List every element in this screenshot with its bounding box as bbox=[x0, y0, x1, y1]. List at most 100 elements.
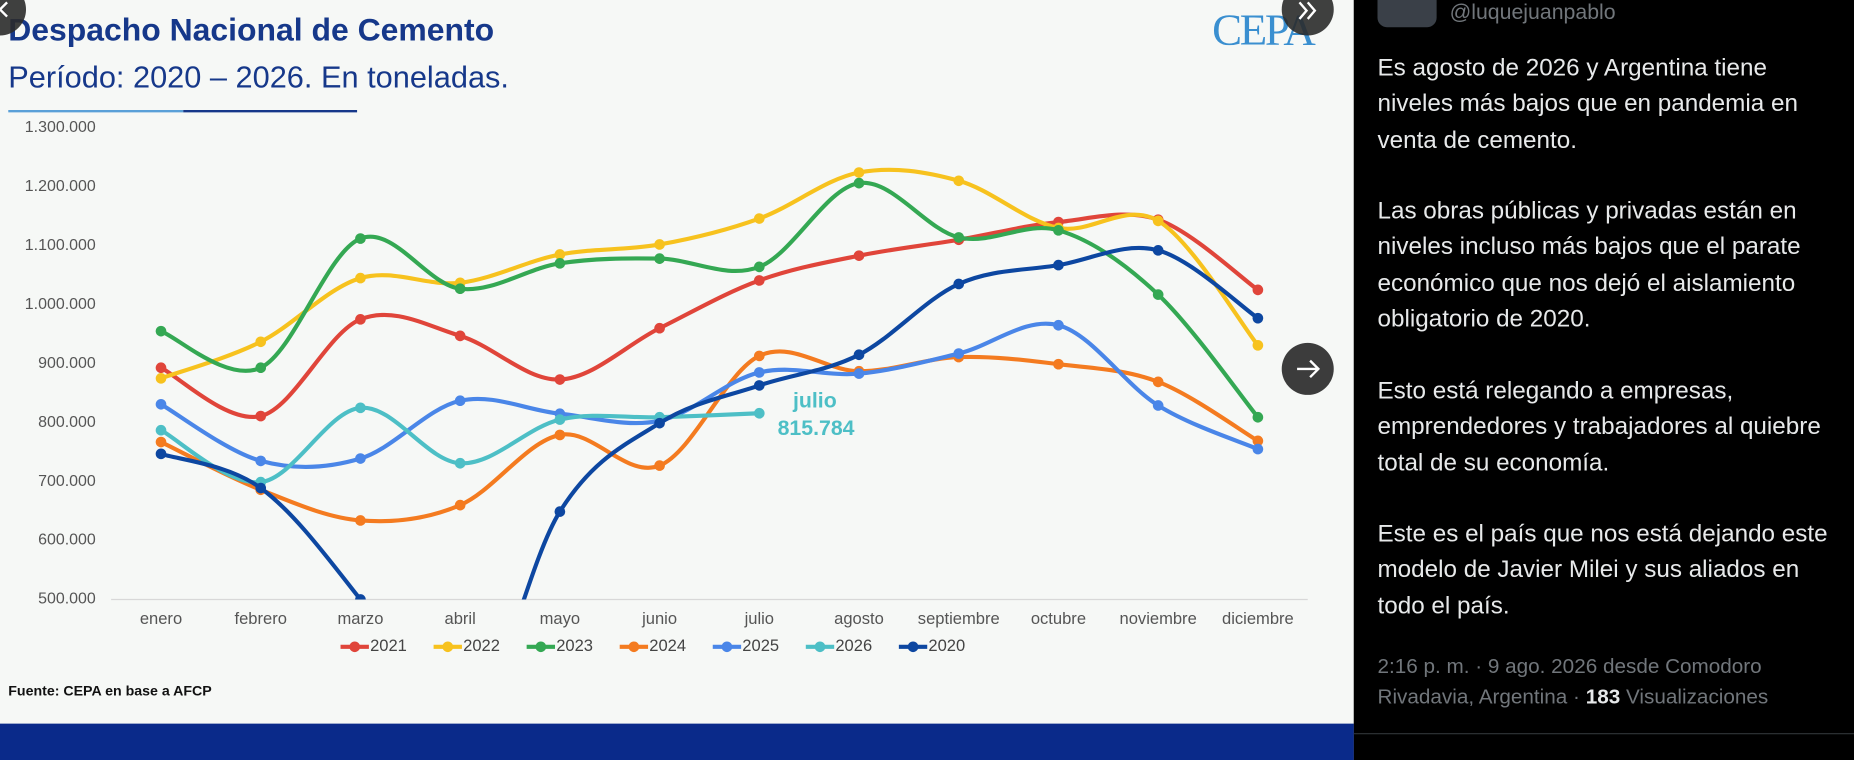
data-point bbox=[355, 402, 366, 414]
y-tick-label: 1.100.000 bbox=[25, 237, 96, 254]
data-point bbox=[554, 258, 566, 269]
data-point bbox=[255, 336, 267, 348]
data-point bbox=[255, 455, 267, 467]
data-point bbox=[654, 253, 665, 264]
data-point bbox=[454, 457, 466, 469]
data-point bbox=[654, 417, 665, 429]
data-point bbox=[355, 314, 366, 325]
y-tick-label: 600.000 bbox=[38, 532, 96, 549]
data-point bbox=[1053, 319, 1064, 331]
legend-marker bbox=[628, 641, 640, 653]
data-point bbox=[554, 429, 566, 441]
data-point bbox=[155, 424, 167, 436]
data-point bbox=[1252, 435, 1264, 447]
data-point bbox=[1152, 215, 1164, 227]
tweet-paragraph: Es agosto de 2026 y Argentina tiene nive… bbox=[1377, 54, 1798, 154]
series-line bbox=[158, 180, 1260, 420]
data-point bbox=[155, 325, 167, 337]
x-tick-label: abril bbox=[445, 609, 476, 628]
data-point bbox=[1152, 245, 1164, 256]
legend-marker bbox=[442, 641, 454, 653]
data-point bbox=[953, 232, 965, 243]
data-point bbox=[753, 213, 765, 224]
views-label: Visualizaciones bbox=[1626, 684, 1769, 709]
data-point bbox=[454, 283, 466, 295]
y-tick-label: 700.000 bbox=[38, 473, 96, 490]
x-tick-label: julio bbox=[744, 609, 774, 628]
x-tick-label: marzo bbox=[337, 609, 383, 628]
data-point bbox=[953, 175, 965, 187]
plot-area bbox=[155, 167, 1264, 600]
x-tick-label: junio bbox=[641, 609, 677, 628]
legend-marker bbox=[907, 641, 919, 653]
data-point bbox=[355, 233, 366, 244]
data-point bbox=[753, 367, 765, 378]
data-point bbox=[1053, 259, 1064, 271]
y-tick-label: 900.000 bbox=[38, 355, 96, 372]
data-point bbox=[853, 167, 865, 178]
data-point bbox=[953, 348, 965, 359]
x-tick-label: mayo bbox=[540, 609, 580, 628]
data-point bbox=[1053, 224, 1064, 236]
data-point bbox=[155, 362, 167, 374]
series-line bbox=[158, 349, 1260, 524]
data-point bbox=[953, 278, 965, 290]
data-point bbox=[255, 482, 267, 494]
chart-subtitle: Período: 2020 – 2026. En toneladas. bbox=[8, 59, 509, 94]
data-point bbox=[1152, 376, 1164, 388]
footer-bar bbox=[0, 723, 1354, 760]
data-point bbox=[853, 349, 865, 361]
data-point bbox=[155, 436, 167, 448]
tweet-meta: 2:16 p. m. · 9 ago. 2026 desde Comodoro … bbox=[1377, 650, 1826, 711]
legend-marker bbox=[814, 641, 826, 653]
data-point bbox=[454, 499, 466, 511]
legend-label: 2025 bbox=[742, 636, 779, 655]
data-point bbox=[853, 250, 865, 261]
data-point bbox=[355, 453, 366, 464]
x-tick-label: noviembre bbox=[1120, 609, 1197, 628]
avatar[interactable] bbox=[1377, 0, 1437, 28]
legend-label: 2023 bbox=[556, 636, 593, 655]
y-tick-label: 1.300.000 bbox=[25, 119, 96, 136]
data-point bbox=[1252, 443, 1264, 455]
x-tick-label: agosto bbox=[834, 609, 884, 628]
data-point bbox=[853, 177, 865, 189]
data-point bbox=[1252, 411, 1264, 423]
data-point bbox=[753, 261, 765, 273]
source: Fuente: CEPA en base a AFCP bbox=[8, 683, 211, 699]
data-point bbox=[355, 272, 366, 284]
tweet-paragraph: Esto está relegando a empresas, emprende… bbox=[1377, 377, 1821, 477]
divider bbox=[1353, 733, 1854, 735]
x-tick-label: febrero bbox=[235, 609, 287, 628]
tweet-paragraph: Este es el país que nos está dejando est… bbox=[1377, 520, 1828, 620]
timestamp[interactable]: 2:16 p. m. · 9 ago. 2026 desde Comodoro … bbox=[1377, 653, 1762, 709]
chart-image: Despacho Nacional de Cemento Período: 20… bbox=[0, 0, 1354, 760]
handle[interactable]: @luquejuanpablo bbox=[1449, 0, 1616, 24]
data-point bbox=[454, 395, 466, 407]
data-point bbox=[255, 362, 267, 374]
legend-marker bbox=[349, 641, 361, 653]
data-point bbox=[853, 368, 865, 379]
data-point bbox=[1152, 289, 1164, 300]
legend-label: 2024 bbox=[649, 636, 686, 655]
series-line bbox=[158, 212, 1260, 420]
data-point bbox=[454, 330, 466, 342]
x-tick-label: diciembre bbox=[1222, 609, 1294, 628]
series-line bbox=[158, 321, 1260, 469]
data-point bbox=[554, 506, 566, 517]
data-point bbox=[155, 373, 167, 384]
data-point bbox=[1252, 339, 1264, 351]
y-tick-label: 500.000 bbox=[38, 591, 96, 608]
data-point bbox=[753, 275, 765, 286]
data-point bbox=[654, 322, 665, 334]
annotation-label: julio bbox=[792, 389, 837, 413]
data-point bbox=[1252, 312, 1264, 324]
logo: CEPA bbox=[1212, 5, 1316, 55]
data-point bbox=[654, 239, 665, 250]
view-count: 183 bbox=[1585, 684, 1621, 709]
data-label: 815.784 bbox=[778, 416, 855, 440]
chart: Despacho Nacional de Cemento Período: 20… bbox=[8, 5, 1319, 699]
data-point bbox=[1252, 284, 1264, 296]
